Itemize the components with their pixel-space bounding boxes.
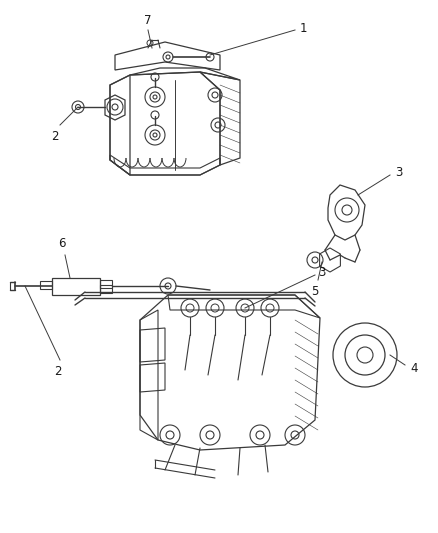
Text: 6: 6 [58, 237, 66, 250]
Text: 1: 1 [300, 21, 307, 35]
Text: 7: 7 [144, 14, 152, 27]
Text: 3: 3 [318, 266, 325, 279]
Text: 5: 5 [311, 285, 319, 298]
Text: 2: 2 [54, 365, 62, 378]
Text: 3: 3 [395, 166, 403, 180]
Text: 2: 2 [51, 130, 59, 143]
Text: 4: 4 [410, 361, 417, 375]
